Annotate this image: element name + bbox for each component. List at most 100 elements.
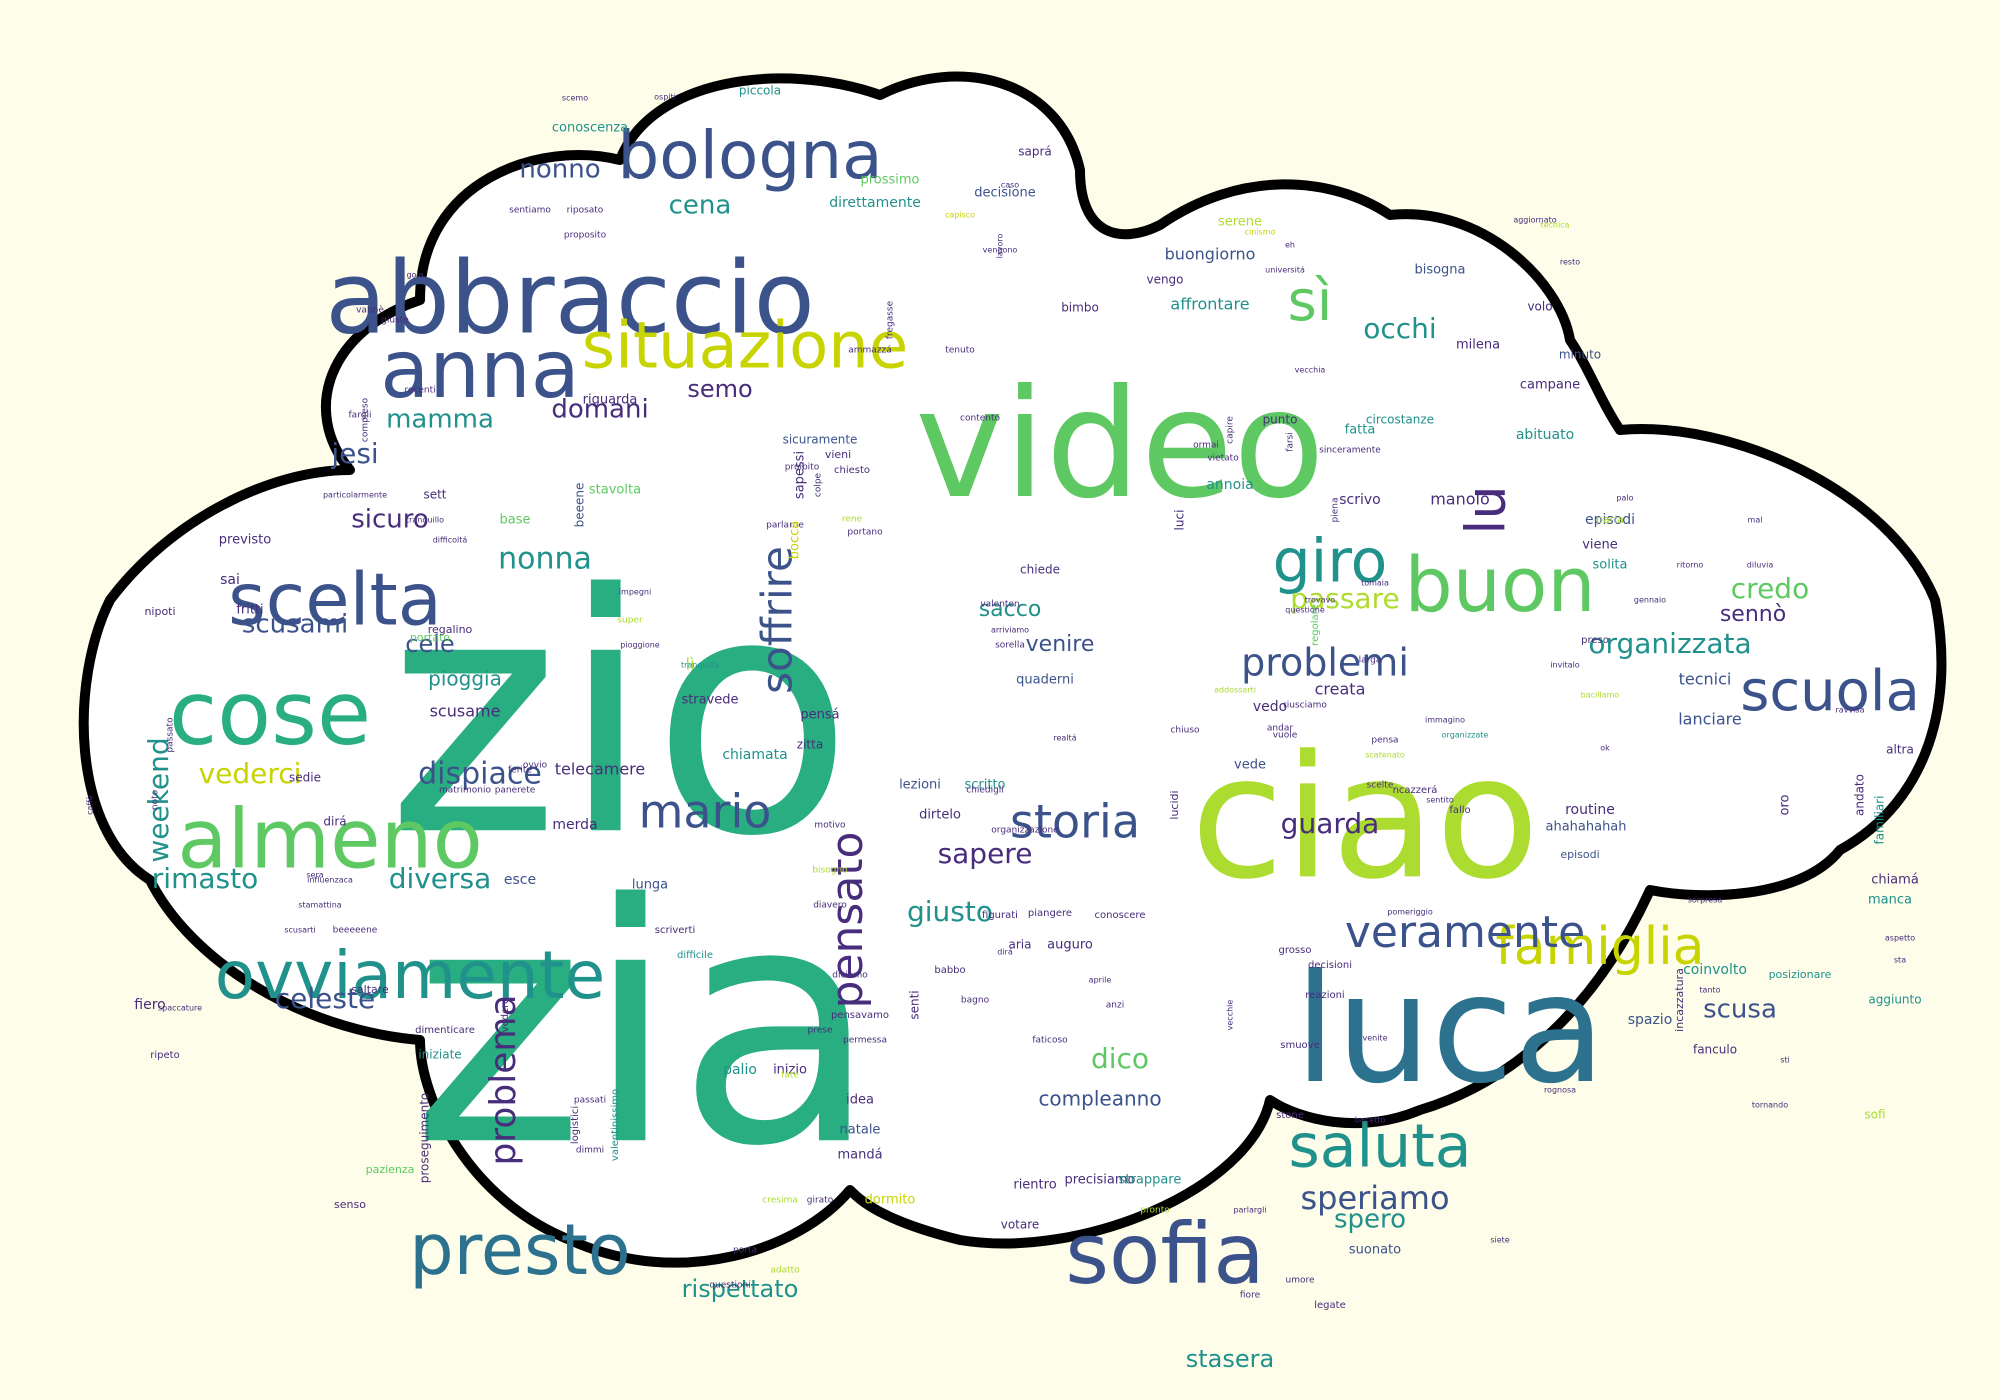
word-scusame: scusame xyxy=(430,702,501,721)
word-venire: venire xyxy=(1026,632,1095,657)
word-giusto: giusto xyxy=(907,895,993,928)
word-riguarda: riguarda xyxy=(583,393,638,408)
word-esce: esce xyxy=(504,872,536,888)
word-colpe: colpe xyxy=(814,472,824,497)
word-pomeriggio: pomeriggio xyxy=(1387,908,1433,917)
word-passato: passato xyxy=(166,717,176,753)
word-stone: stone xyxy=(1276,1110,1304,1121)
word-smuove: smuove xyxy=(1280,1040,1319,1051)
word-pazienza: pazienza xyxy=(366,1163,415,1176)
word-ormai: ormai xyxy=(1193,441,1219,451)
word-stravede: stravede xyxy=(681,693,738,708)
word-lunga: lunga xyxy=(632,878,668,893)
word-ritorno: ritorno xyxy=(1677,561,1704,570)
word-vedo: vedo xyxy=(1253,699,1287,715)
word-zitta: zitta xyxy=(797,738,823,752)
word-sera: sera xyxy=(306,871,323,880)
word-viene: viene xyxy=(1582,538,1618,553)
word-larga: larga xyxy=(1359,656,1382,666)
word-chiamata: chiamata xyxy=(722,747,787,763)
word-beeeeene: beeeeene xyxy=(333,926,378,936)
word-piccola: piccola xyxy=(739,84,781,98)
word-luci: luci xyxy=(1173,510,1187,531)
word-universit-: universitá xyxy=(1265,266,1305,275)
word-invitalo: invitalo xyxy=(1550,661,1580,670)
word-beeene: beeene xyxy=(573,483,587,528)
word-vengono: vengono xyxy=(983,246,1018,255)
word-capisco: capisco xyxy=(945,211,975,220)
word-abituato: abituato xyxy=(1516,427,1574,443)
word-prese: prese xyxy=(808,1026,833,1036)
word-ferite: ferite xyxy=(508,766,532,776)
word-bagno: bagno xyxy=(961,996,990,1006)
word-sapere: sapere xyxy=(938,837,1033,870)
word-senso: senso xyxy=(334,1198,366,1211)
word-regolare: regolare xyxy=(1310,604,1321,645)
word-lavoro: lavoro xyxy=(996,234,1005,259)
word-conoscere: conoscere xyxy=(1095,910,1146,921)
word-dimmi: dimmi xyxy=(576,1146,604,1156)
word-pronto: pronto xyxy=(1140,1206,1170,1216)
word-passati: passati xyxy=(574,1096,606,1106)
word-contento: contento xyxy=(960,414,1000,424)
word-saluta: saluta xyxy=(1288,1112,1471,1182)
word-pensato: pensato xyxy=(822,832,873,1009)
word-palo: palo xyxy=(1616,494,1633,503)
word-giuste: giuste xyxy=(381,316,409,326)
word-scusarti: scusarti xyxy=(284,926,315,935)
word-diluvia: diluvia xyxy=(1747,561,1774,570)
word-super: super xyxy=(617,616,643,626)
word-solita: solita xyxy=(1592,558,1627,573)
word-faticoso: faticoso xyxy=(1032,1036,1068,1046)
word-decisione: decisione xyxy=(974,186,1036,201)
word-tenuto: tenuto xyxy=(945,346,975,356)
word-bimbo: bimbo xyxy=(1061,301,1099,315)
word-punto: punto xyxy=(1263,413,1298,427)
word-sorpresa: sorpresa xyxy=(1688,896,1723,905)
word-sai: sai xyxy=(220,572,240,588)
word-regalino: regalino xyxy=(428,623,473,636)
word-resto: resto xyxy=(1560,258,1580,267)
word-circostanze: circostanze xyxy=(1366,413,1434,427)
word-coinvolto: coinvolto xyxy=(1683,962,1747,978)
word-domani: domani xyxy=(551,395,648,425)
word-posizionare: posizionare xyxy=(1769,968,1832,981)
word-palio: palio xyxy=(723,1062,757,1078)
word-ciao: ciao xyxy=(1191,719,1540,917)
word-mario: mario xyxy=(639,785,772,839)
word-dico: dico xyxy=(1091,1042,1149,1075)
word-difficolt-: difficoltá xyxy=(433,536,468,545)
word-senti: senti xyxy=(908,990,922,1019)
word-ammazz-: ammazzá xyxy=(848,346,892,356)
word-ovviamente: ovviamente xyxy=(215,937,606,1014)
word-nipoti: nipoti xyxy=(144,605,175,618)
word-tornando: tornando xyxy=(1752,1101,1788,1110)
word-lanciare: lanciare xyxy=(1678,710,1742,729)
word-vieni: vieni xyxy=(825,448,851,461)
word-rientro: rientro xyxy=(1013,1178,1056,1193)
word-cresima: cresima xyxy=(762,1196,797,1206)
word-familiari: familiari xyxy=(1873,796,1887,845)
cloud-shape xyxy=(78,71,1947,1268)
word-arriviamo: arriviamo xyxy=(991,626,1029,635)
word-soffrire: soffrire xyxy=(753,546,802,694)
word-siete: siete xyxy=(1490,1236,1509,1245)
word-gola: gola xyxy=(406,271,423,280)
word-stavolta: stavolta xyxy=(589,483,641,498)
word-portano: portano xyxy=(847,528,883,538)
word-telecamere: telecamere xyxy=(555,760,646,779)
word-saltare: saltare xyxy=(351,983,389,996)
word-senn-: sennò xyxy=(1720,602,1786,627)
word-nonno: nonno xyxy=(519,155,600,185)
word-matrimonio: matrimonio xyxy=(439,786,491,796)
word-famiglia: famiglia xyxy=(1495,917,1704,977)
word-cena: cena xyxy=(669,191,732,221)
word-mal: mal xyxy=(1748,516,1763,525)
word-guarda: guarda xyxy=(1281,807,1380,840)
word-fate: fate xyxy=(781,1071,799,1081)
word-lucidi: lucidi xyxy=(1168,790,1181,819)
word-sinceramente: sinceramente xyxy=(1319,446,1381,456)
word-conoscenza: conoscenza xyxy=(552,121,628,136)
word-affrontare: affrontare xyxy=(1170,295,1249,314)
word-fargli: fargli xyxy=(349,411,372,421)
